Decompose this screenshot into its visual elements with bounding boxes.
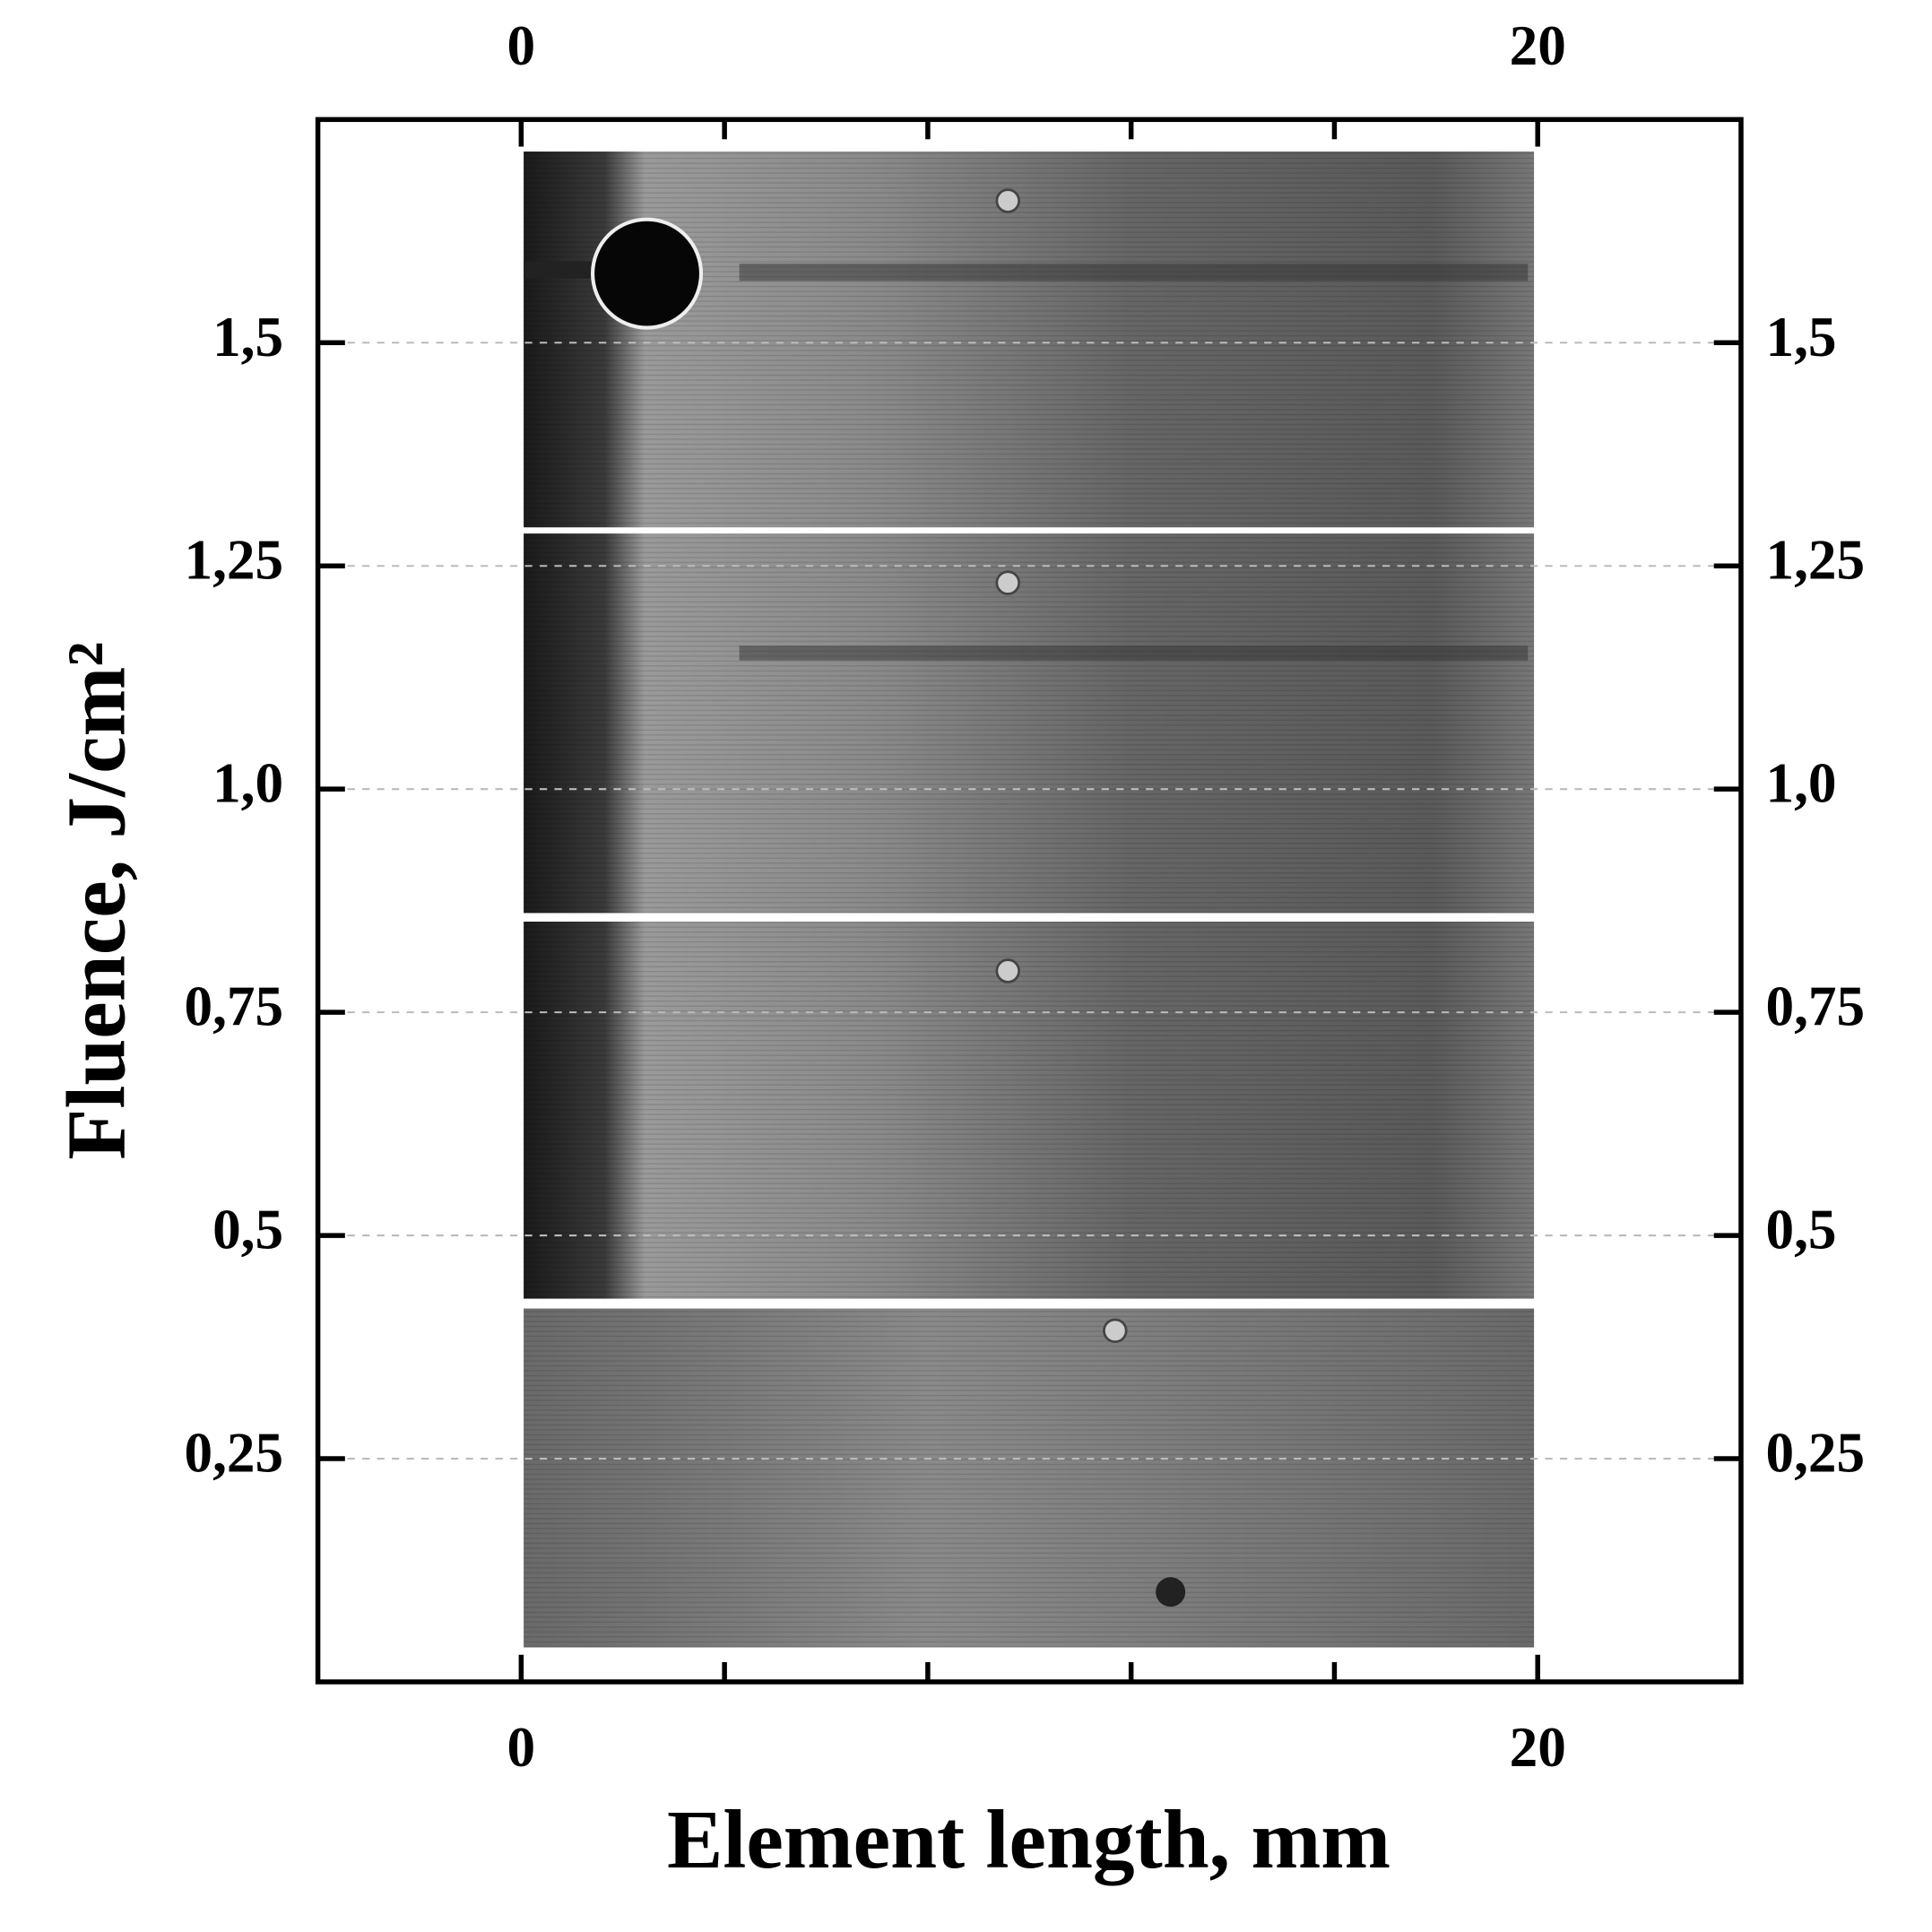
plot-frame: [315, 117, 1744, 1685]
y2-tick-label: 1,0: [1765, 752, 1836, 815]
panel-feature: [1156, 1577, 1186, 1607]
panel-feature: [524, 261, 598, 279]
y2-tick-label: 0,5: [1765, 1199, 1836, 1261]
panel-feature: [1103, 1318, 1128, 1344]
panel-feature: [739, 645, 1529, 661]
y2-tick-label: 1,25: [1765, 529, 1865, 592]
y-tick-label: 1,5: [212, 306, 283, 368]
panel-feature: [995, 958, 1020, 983]
y-tick-label: 0,25: [184, 1422, 283, 1485]
panel-feature: [739, 264, 1529, 282]
y-tick-label: 1,25: [184, 529, 283, 592]
y-tick-label: 0,5: [212, 1199, 283, 1261]
panel-feature: [995, 188, 1020, 213]
panel-texture: [524, 533, 1535, 914]
x-tick-label: 20: [1510, 1716, 1566, 1779]
y-tick-label: 1,0: [212, 752, 283, 815]
x2-tick-label: 0: [507, 14, 536, 77]
y-tick-label: 0,75: [184, 975, 283, 1038]
x-axis-title: Element length, mm: [667, 1794, 1391, 1886]
x-tick-label: 0: [507, 1716, 536, 1779]
x2-tick-label: 20: [1510, 14, 1566, 77]
y-axis-title: Fluence, J/cm²: [50, 642, 143, 1160]
y2-tick-label: 0,75: [1765, 975, 1865, 1038]
panel-feature: [591, 217, 704, 330]
panel-feature: [995, 570, 1020, 595]
panel-texture: [524, 152, 1535, 528]
panel-texture: [524, 1308, 1535, 1648]
y2-tick-label: 0,25: [1765, 1422, 1865, 1485]
image-panels: [524, 152, 1535, 1648]
panel-texture: [524, 922, 1535, 1299]
y2-tick-label: 1,5: [1765, 306, 1836, 368]
